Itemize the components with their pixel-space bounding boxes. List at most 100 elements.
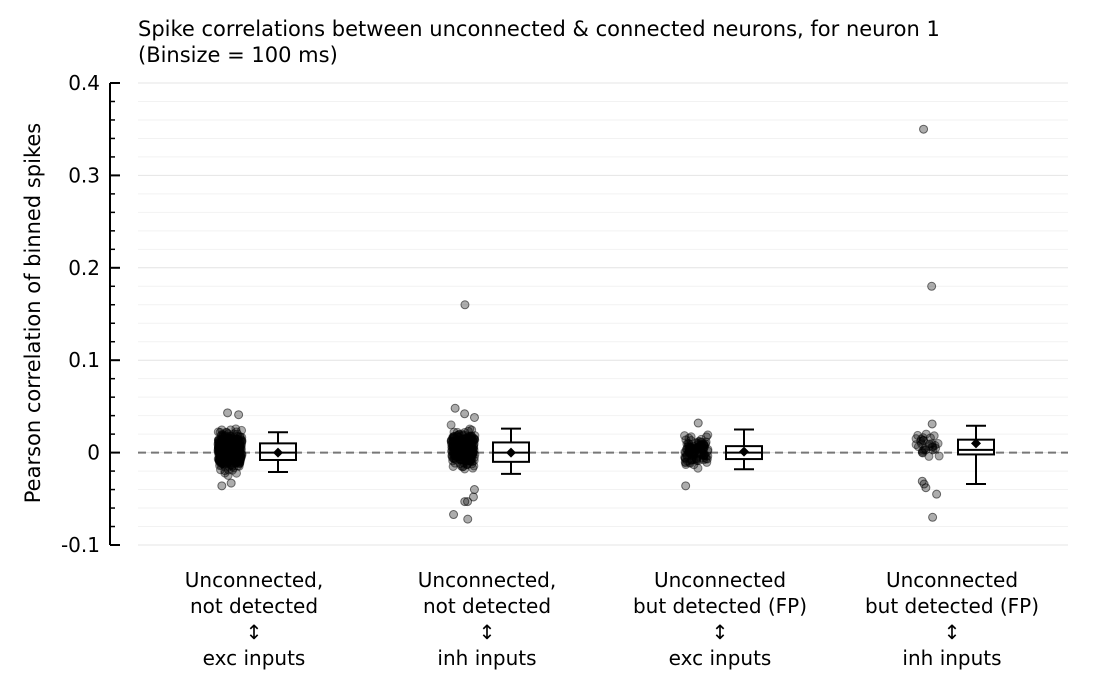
data-point [455,438,465,448]
data-point [226,443,236,453]
data-point [222,453,232,463]
data-point [924,451,934,461]
data-point [228,461,238,471]
data-point [448,432,458,442]
data-point [229,449,239,459]
data-point [467,446,477,456]
data-point [217,436,227,446]
data-point [225,437,235,447]
data-point [223,441,233,451]
data-point [218,430,228,440]
data-point [231,439,241,449]
data-point [927,439,937,449]
data-point [222,443,232,453]
data-point [692,443,702,453]
category-label-line: but detected (FP) [865,594,1039,618]
category-label-line: ↕ [479,620,496,644]
data-point [220,462,230,472]
data-point [448,447,458,457]
plot-groups [213,124,995,524]
data-point [217,445,227,455]
data-point [456,445,466,455]
data-point [462,445,472,455]
data-point [447,453,457,463]
data-point [911,434,921,444]
data-point [233,449,243,459]
data-point [451,449,461,459]
data-point [216,445,226,455]
data-point [470,431,480,441]
data-point [214,436,224,446]
data-point [462,437,472,447]
data-point [231,448,241,458]
data-point [693,437,703,447]
data-point [468,450,478,460]
data-point [233,444,243,454]
data-point [230,455,240,465]
data-point [702,454,712,464]
data-point [215,441,225,451]
data-point [703,446,713,456]
data-point [231,436,241,446]
data-point [469,442,479,452]
data-point [227,457,237,467]
data-point [464,438,474,448]
data-point [684,446,694,456]
data-point [218,444,228,454]
data-point [452,431,462,441]
data-point [223,448,233,458]
data-point [232,434,242,444]
data-point [463,441,473,451]
data-point [462,442,472,452]
data-point [458,434,468,444]
data-point [446,437,456,447]
data-point [469,445,479,455]
x-category-labels: Unconnected,not detected↕exc inputsUncon… [185,568,1039,670]
data-point [698,439,708,449]
data-point [701,437,711,447]
data-point [227,465,237,475]
data-point [230,448,240,458]
data-point [464,453,474,463]
data-point [218,431,228,441]
data-point [229,451,239,461]
data-point [461,436,471,446]
data-point [921,445,931,455]
data-point [231,458,241,468]
data-point [231,424,241,434]
data-point [681,458,691,468]
data-point [458,448,468,458]
y-tick-label: 0.2 [68,256,100,280]
data-point [463,453,473,463]
data-point [229,445,239,455]
data-point [236,452,246,462]
data-point [460,300,470,310]
data-point [463,440,473,450]
data-point [462,442,472,452]
data-point [215,427,225,437]
data-point [222,442,232,452]
data-point [213,442,223,452]
data-point [913,430,923,440]
data-point [231,436,241,446]
data-point [219,440,229,450]
data-point [229,438,239,448]
data-point [455,439,465,449]
data-point [226,460,236,470]
data-point [685,442,695,452]
data-point [230,448,240,458]
data-point [227,448,237,458]
data-point [699,451,709,461]
data-point [216,438,226,448]
data-point [688,449,698,459]
data-point [457,447,467,457]
data-point [223,445,233,455]
data-point [226,425,236,435]
data-point [699,450,709,460]
data-point [917,447,927,457]
data-point [226,447,236,457]
data-point [217,451,227,461]
data-point [216,448,226,458]
data-point [448,434,458,444]
data-point [218,440,228,450]
